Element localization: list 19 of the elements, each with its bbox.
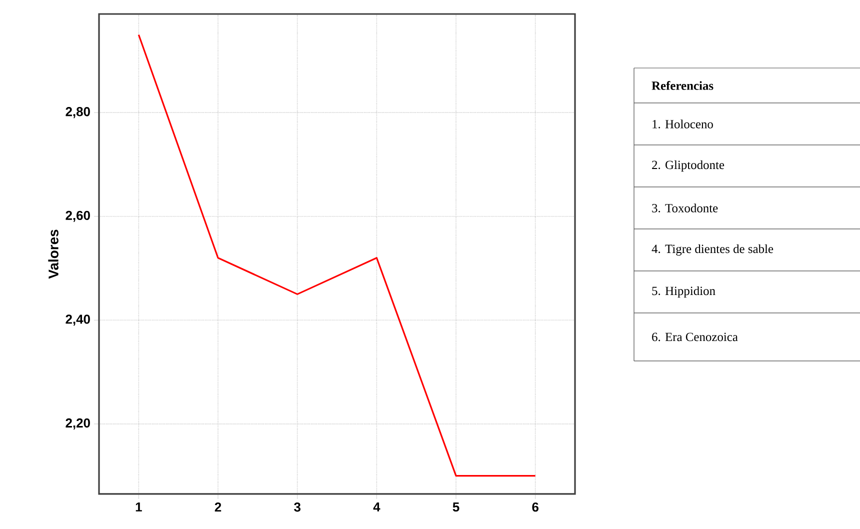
y-tick-label: 2,60 [66, 210, 90, 222]
x-tick-label: 2 [214, 502, 222, 512]
text: 5. Hippidion [652, 286, 716, 298]
line-series [138, 34, 536, 477]
x-tick-label: 1 [136, 502, 142, 512]
text: 6. Era Cenozoica [652, 332, 738, 342]
y-tick-label: 2,20 [66, 418, 90, 430]
text: 2. Gliptodonte [652, 160, 724, 172]
x-tick-label: 4 [373, 502, 380, 512]
x-tick-label: 5 [452, 502, 460, 512]
x-tick-label: 3 [294, 502, 300, 512]
x-tick-label: 6 [532, 502, 538, 512]
y-tick-label: 2,80 [66, 107, 90, 118]
text: 4. Tigre dientes de sable [652, 244, 774, 256]
y-axis-title: Valores [48, 230, 58, 279]
text: Referencias [652, 81, 714, 90]
text: 1. Holoceno [652, 120, 713, 128]
text: 3. Toxodonte [652, 204, 718, 212]
y-tick-label: 2,40 [66, 314, 90, 326]
